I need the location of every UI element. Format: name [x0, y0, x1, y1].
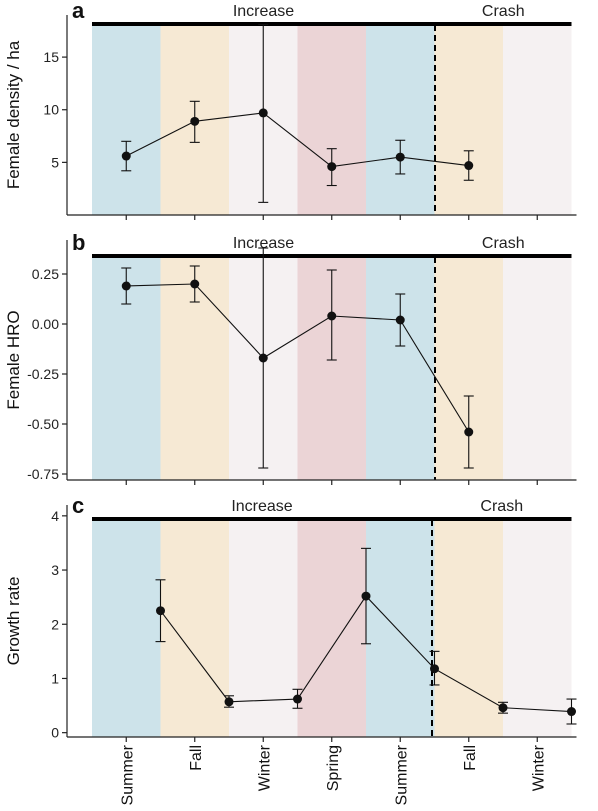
x-category-label: Fall	[462, 745, 479, 771]
series-line	[126, 283, 470, 433]
season-band-winter	[503, 521, 572, 737]
data-point	[327, 162, 337, 172]
y-tick-label: 5	[51, 154, 59, 170]
data-point	[567, 707, 576, 717]
x-category-label: Winter	[530, 744, 547, 791]
season-band-summer	[92, 521, 161, 737]
y-axis-label: Female density / ha	[4, 40, 23, 189]
data-point	[224, 697, 234, 707]
season-band-fall	[434, 26, 503, 215]
phase-label-increase: Increase	[231, 498, 292, 515]
y-tick-label: -0.75	[27, 466, 59, 482]
y-tick-label: 10	[43, 102, 59, 118]
phase-label-increase: Increase	[233, 3, 294, 20]
data-point	[464, 427, 474, 437]
phase-label-increase: Increase	[233, 235, 294, 252]
data-point	[258, 353, 268, 363]
x-category-label: Summer	[393, 744, 410, 805]
x-category-label: Fall	[188, 745, 205, 771]
season-band-winter	[229, 521, 298, 737]
panel-c: Increase Crash 0 1 2 3 4 Growth rate c	[4, 493, 577, 742]
data-point	[190, 116, 200, 126]
data-point	[293, 694, 302, 704]
season-band-spring	[297, 521, 366, 737]
data-point	[395, 315, 405, 325]
y-axis-label: Growth rate	[4, 577, 23, 666]
season-band-summer	[92, 26, 161, 215]
x-category-label: Spring	[325, 745, 342, 791]
season-band-winter	[503, 26, 572, 215]
data-point	[395, 152, 405, 162]
x-category-label: Winter	[256, 744, 273, 791]
season-band-summer	[366, 521, 435, 737]
data-point	[464, 161, 474, 171]
y-tick-label: 4	[51, 508, 59, 524]
y-tick-label: 15	[43, 49, 59, 65]
y-tick-label: -0.25	[27, 366, 59, 382]
data-point	[430, 664, 439, 674]
data-point	[121, 281, 131, 291]
y-tick-label: 1	[51, 670, 59, 686]
data-point	[361, 591, 371, 601]
phase-label-crash: Crash	[482, 3, 525, 20]
season-band-summer	[366, 26, 435, 215]
y-axis-label: Female HRO	[4, 310, 23, 409]
data-point	[190, 279, 200, 289]
data-point	[156, 606, 165, 616]
data-point	[327, 311, 337, 321]
season-band-winter	[503, 258, 572, 480]
y-tick-label: -0.50	[27, 416, 59, 432]
y-tick-label: 0.00	[32, 316, 59, 332]
data-point	[498, 703, 508, 713]
phase-label-crash: Crash	[480, 498, 523, 515]
y-tick-label: 0	[51, 725, 59, 741]
panel-letter: a	[72, 0, 85, 23]
y-tick-label: 0.25	[32, 266, 59, 282]
season-band-summer	[366, 258, 435, 480]
season-band-fall	[434, 521, 503, 737]
phase-label-crash: Crash	[482, 235, 525, 252]
x-category-label: Summer	[119, 744, 136, 805]
season-band-spring	[297, 26, 366, 215]
panel-letter: c	[72, 493, 84, 518]
panel-letter: b	[72, 230, 85, 255]
data-point	[258, 108, 268, 118]
data-point	[121, 151, 131, 161]
series-line	[126, 112, 469, 168]
season-band-fall	[160, 521, 229, 737]
panel-a: Increase Crash 5 10 15 Female density / ha a	[4, 0, 577, 220]
y-tick-label: 2	[51, 616, 59, 632]
y-tick-label: 3	[51, 562, 59, 578]
panel-b: Increase Crash 0.25 0.00 -0.25 -0.50 -0.75 Fema…	[4, 230, 577, 485]
